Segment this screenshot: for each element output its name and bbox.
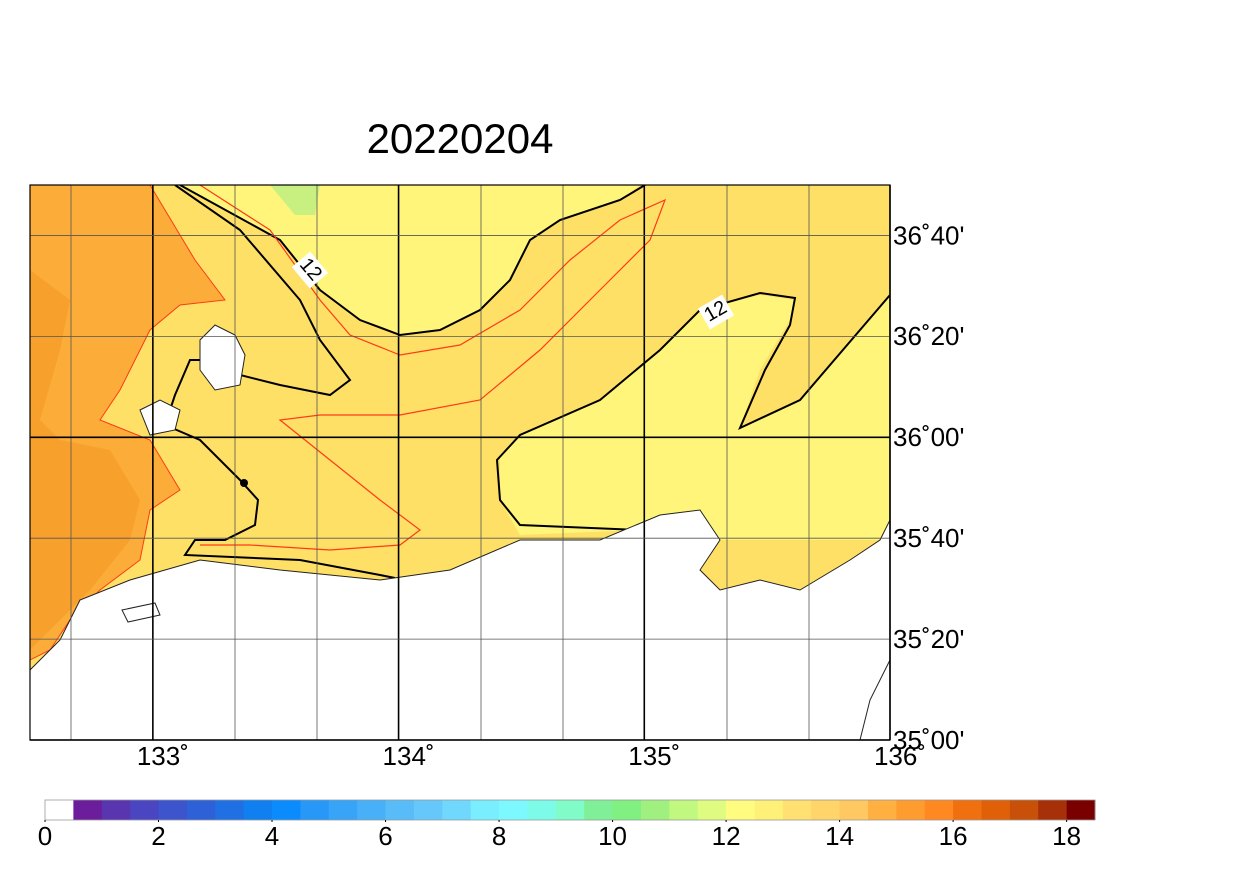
colorbar-box: [1038, 800, 1068, 820]
colorbar-box: [300, 800, 330, 820]
contour-line: [199, 185, 667, 551]
colorbar-tick-label: 6: [378, 821, 392, 851]
colorbar-box: [385, 800, 415, 820]
island: [199, 324, 246, 391]
colorbar-box: [186, 800, 216, 820]
colorbar-box: [867, 800, 897, 820]
island: [121, 602, 161, 623]
map-frame: [29, 184, 891, 741]
colorbar-tick-label: 10: [598, 821, 627, 851]
map-title: 20220204: [367, 115, 554, 162]
colorbar-box: [839, 800, 869, 820]
colorbar-tick-label: 16: [939, 821, 968, 851]
y-tick-label: 35˚40': [893, 523, 964, 553]
colorbar-tick-label: 4: [265, 821, 279, 851]
contour-label-box: [291, 251, 329, 289]
colorbar: 0 2 4 6 8 10 12 14 16 18: [38, 799, 1096, 851]
colorbar-tick-label: 12: [712, 821, 741, 851]
x-tick-label: 135˚: [628, 741, 680, 771]
colorbar-tick-label: 8: [492, 821, 506, 851]
colorbar-box: [243, 800, 273, 820]
colorbar-box: [612, 800, 642, 820]
contour-label-box: [697, 294, 735, 330]
colorbar-box: [357, 800, 387, 820]
colorbar-box: [328, 800, 358, 820]
y-tick-label: 36˚00': [893, 422, 964, 452]
colorbar-box: [413, 800, 443, 820]
colorbar-box: [1009, 800, 1039, 820]
colorbar-box: [981, 800, 1011, 820]
colorbar-box: [442, 800, 472, 820]
colorbar-box: [101, 800, 131, 820]
colorbar-box: [584, 800, 614, 820]
colorbar-tick-label: 0: [38, 821, 52, 851]
colorbar-box: [726, 800, 755, 820]
y-tick-label: 35˚20': [893, 624, 964, 654]
colorbar-box: [499, 800, 528, 820]
colorbar-box: [953, 800, 982, 820]
land: [859, 659, 890, 740]
colorbar-box: [215, 800, 245, 820]
colorbar-box: [272, 800, 301, 820]
colorbar-box: [527, 800, 557, 820]
colorbar-box: [73, 800, 103, 820]
colorbar-box: [130, 800, 160, 820]
y-tick-label: 36˚40': [893, 220, 964, 250]
colorbar-box: [669, 800, 699, 820]
colorbar-tick-label: 14: [825, 821, 854, 851]
x-tick-label: 136˚: [874, 741, 926, 771]
colorbar-box: [754, 800, 784, 820]
colorbar-box: [1066, 800, 1096, 820]
colorbar-frame: [44, 799, 1096, 821]
map-field: [30, 185, 890, 740]
colorbar-box: [555, 800, 585, 820]
colorbar-box: [470, 800, 500, 820]
colorbar-box: [640, 800, 670, 820]
y-tick-label: 35˚00': [893, 725, 964, 755]
colorbar-box: [697, 800, 727, 820]
colorbar-tick-label: 18: [1052, 821, 1081, 851]
land: [30, 509, 890, 740]
colorbar-tick-label: 2: [151, 821, 165, 851]
cool-region: [180, 185, 640, 335]
colorbar-box: [896, 800, 926, 820]
cool-region: [270, 185, 320, 215]
warm-region: [30, 270, 140, 650]
island: [139, 399, 181, 436]
station-point: [240, 479, 248, 487]
y-tick-label: 36˚20': [893, 321, 964, 351]
colorbar-box: [158, 800, 188, 820]
colorbar-box: [782, 800, 812, 820]
colorbar-box: [924, 800, 954, 820]
colorbar-box: [45, 800, 74, 820]
x-tick-label: 134˚: [383, 741, 435, 771]
colorbar-box: [811, 800, 841, 820]
x-tick-label: 133˚: [137, 741, 189, 771]
cool-region: [500, 295, 890, 540]
